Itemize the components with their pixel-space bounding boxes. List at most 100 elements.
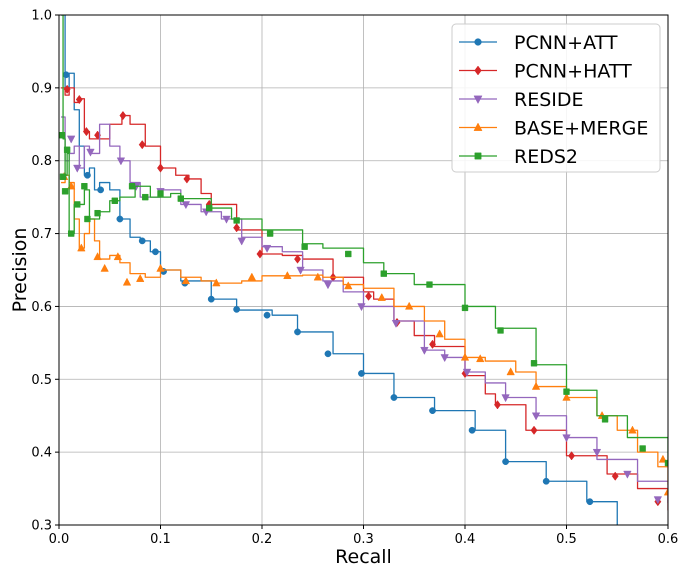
data-point-reds2 [266, 230, 274, 237]
data-point-pcnn-hatt [256, 249, 264, 259]
x-tick-label: 0.1 [150, 532, 171, 547]
data-point-reds2 [157, 190, 164, 197]
data-point-reside [323, 281, 333, 290]
data-point-reside [391, 319, 401, 328]
data-point-pcnn-att [84, 171, 91, 179]
y-tick-label: 0.7 [31, 227, 52, 242]
data-point-reds2 [639, 445, 646, 452]
data-point-base-merge [506, 367, 515, 376]
legend-marker [473, 122, 483, 131]
legend: PCNN+ATT PCNN+HATT RESIDE BASE+MERGE REDS2 [451, 23, 661, 173]
data-point-base-merge [113, 252, 123, 261]
data-point-base-merge [77, 243, 86, 252]
x-tick-label: 0.4 [455, 532, 476, 547]
data-point-pcnn-hatt [365, 291, 373, 301]
data-point-pcnn-hatt [63, 84, 71, 94]
data-point-base-merge [181, 276, 191, 285]
data-point-base-merge [156, 263, 165, 272]
legend-label: PCNN+HATT [514, 61, 632, 83]
data-point-reds2 [67, 230, 75, 237]
data-point-reds2 [61, 188, 69, 195]
x-tick-label: 0.0 [49, 532, 70, 547]
data-point-reds2 [111, 197, 119, 204]
y-tick-label: 0.6 [31, 300, 52, 315]
legend-marker [474, 65, 482, 76]
data-point-pcnn-hatt [82, 126, 90, 137]
data-point-reds2 [233, 217, 240, 224]
data-point-reside [222, 215, 231, 224]
data-point-reside [357, 303, 366, 312]
data-point-pcnn-att [294, 328, 301, 336]
series-line-pcnn-hatt [61, 87, 668, 511]
data-point-reside [653, 496, 663, 505]
data-point-reside [623, 470, 632, 479]
data-point-reside [531, 412, 541, 421]
data-point-base-merge [476, 354, 485, 363]
data-point-pcnn-att [390, 394, 398, 401]
data-point-reside [440, 354, 449, 363]
data-point-base-merge [628, 425, 637, 434]
data-point-pcnn-hatt [138, 140, 146, 150]
data-point-reds2 [84, 215, 91, 223]
data-point-pcnn-hatt [494, 400, 501, 410]
data-point-reds2 [63, 146, 71, 153]
ticks: 0.0 0.1 0.2 0.3 0.4 0.5 0.6 0.3 0.4 0.5 0.6 0.7 0.8 0… [31, 9, 678, 548]
data-point-base-merge [247, 272, 257, 281]
y-axis-label: Precision [9, 228, 31, 313]
legend-marker [474, 152, 482, 160]
x-tick-label: 0.6 [658, 532, 679, 547]
series-line-base-merge [61, 174, 668, 485]
data-point-pcnn-att [468, 426, 476, 434]
series-reside [61, 116, 668, 505]
data-point-reds2 [461, 304, 469, 312]
data-point-reds2 [664, 459, 668, 467]
data-point-pcnn-hatt [157, 163, 164, 173]
data-point-pcnn-hatt [294, 254, 301, 264]
data-point-pcnn-att [263, 311, 271, 319]
data-point-reds2 [74, 201, 81, 208]
legend-label: REDS2 [514, 146, 578, 168]
y-tick-label: 0.5 [31, 373, 52, 388]
legend-label: BASE+MERGE [514, 118, 648, 140]
data-point-reside [66, 135, 76, 144]
data-point-pcnn-att [502, 458, 510, 466]
data-point-reds2 [301, 243, 308, 250]
data-point-base-merge [377, 292, 386, 301]
data-point-base-merge [100, 263, 109, 272]
data-point-base-merge [283, 271, 292, 280]
data-point-reside [501, 394, 510, 403]
legend-marker [473, 95, 483, 105]
data-point-pcnn-att [233, 305, 241, 313]
data-point-reside [462, 368, 472, 377]
y-tick-label: 0.9 [31, 81, 52, 96]
data-point-base-merge [404, 301, 414, 310]
data-point-pcnn-hatt [611, 471, 619, 481]
y-tick-label: 0.8 [31, 154, 52, 169]
data-point-reside [420, 346, 429, 355]
data-point-base-merge [531, 381, 541, 390]
data-point-reside [181, 201, 191, 210]
legend-item-reside: RESIDE [459, 89, 584, 111]
data-point-base-merge [212, 278, 221, 287]
data-point-pcnn-att [586, 498, 594, 506]
legend-label: RESIDE [514, 89, 584, 111]
x-tick-label: 0.3 [353, 532, 374, 547]
data-point-reds2 [426, 281, 433, 288]
data-point-pcnn-att [138, 237, 146, 245]
series-base-merge [59, 172, 668, 496]
data-point-pcnn-hatt [530, 425, 538, 435]
data-point-pcnn-hatt [568, 451, 576, 461]
y-tick-label: 0.3 [31, 519, 52, 534]
data-point-base-merge [562, 392, 571, 401]
data-point-reds2 [94, 209, 101, 217]
legend-item-base-merge: BASE+MERGE [459, 118, 648, 140]
data-point-reds2 [380, 270, 387, 277]
data-point-reds2 [497, 327, 504, 334]
data-point-base-merge [122, 277, 132, 286]
data-point-reds2 [128, 183, 136, 190]
data-point-reds2 [563, 388, 570, 395]
data-point-reds2 [530, 360, 538, 367]
data-point-reds2 [142, 193, 149, 201]
data-point-base-merge [313, 272, 323, 281]
data-point-reside [262, 244, 272, 253]
